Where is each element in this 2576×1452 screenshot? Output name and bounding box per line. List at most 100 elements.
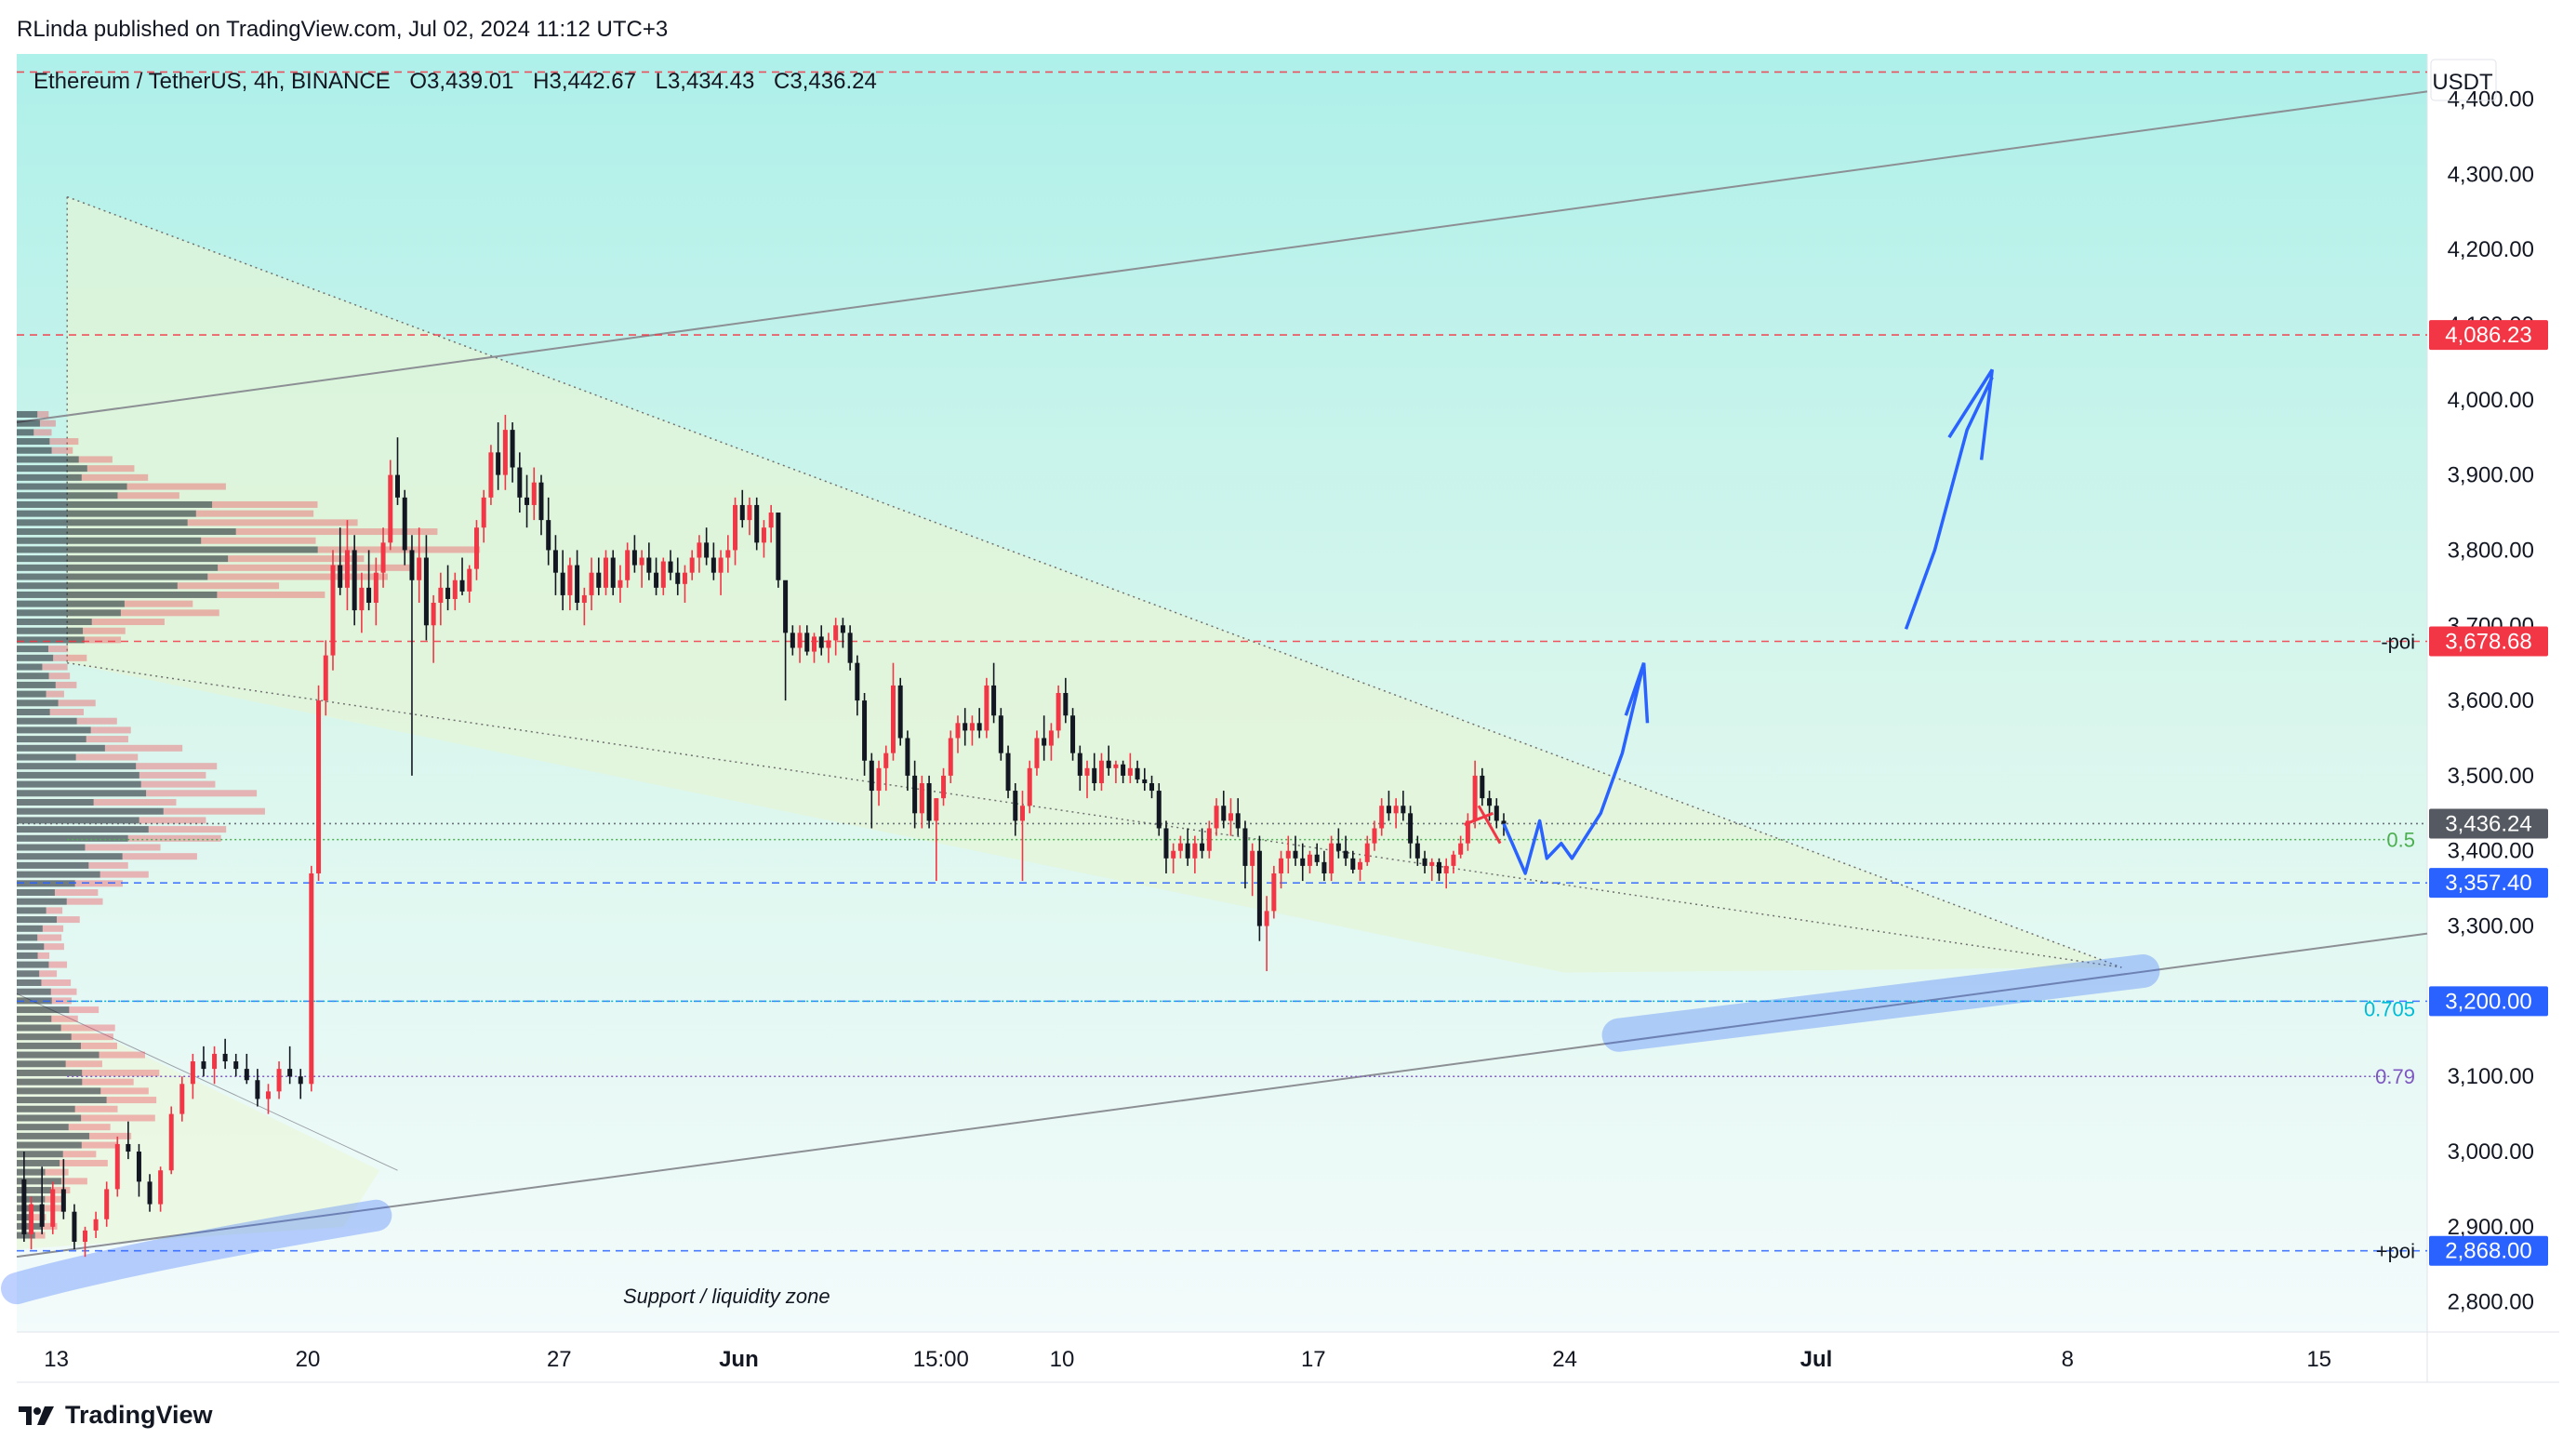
candle-body (233, 1061, 239, 1070)
candle (1070, 708, 1076, 761)
candle (654, 557, 659, 595)
candle (445, 565, 451, 611)
candle-body (984, 685, 989, 731)
candle (1393, 798, 1399, 829)
price-tick-label: 4,400.00 (2448, 87, 2534, 112)
candle-body (438, 587, 444, 604)
volume-profile-bar (17, 1087, 101, 1095)
volume-profile-bar (58, 699, 96, 707)
candle (926, 775, 932, 829)
volume-profile-bar (136, 763, 218, 770)
volume-profile-bar (33, 1214, 46, 1221)
candle (675, 557, 681, 595)
volume-profile-bar (51, 446, 73, 454)
candle (201, 1046, 206, 1077)
candle (212, 1046, 218, 1085)
candle (136, 1143, 141, 1197)
candle (955, 715, 961, 753)
currency-button-frame (2430, 59, 2497, 101)
candle-body (1401, 806, 1406, 814)
candle-body (517, 467, 523, 498)
candle-body (467, 568, 472, 592)
candle (1386, 791, 1391, 821)
candle-body (338, 565, 343, 588)
candle (890, 662, 896, 761)
candle-body (1321, 861, 1327, 873)
candle (1307, 850, 1312, 873)
candle (725, 535, 731, 573)
candle (1034, 730, 1040, 776)
volume-profile-bar (81, 1114, 155, 1122)
volume-profile-bar (17, 744, 105, 752)
forecast-arrowhead-2 (1947, 368, 1994, 460)
breakout-mark (1477, 805, 1502, 845)
volume-profile-bar (65, 1060, 102, 1068)
price-tick-label: 3,600.00 (2448, 688, 2534, 713)
candle (855, 655, 860, 716)
candle-body (323, 655, 328, 701)
volume-profile-bar (122, 853, 197, 860)
volume-profile-bar (17, 717, 77, 725)
candle (467, 565, 472, 604)
candle-body (276, 1069, 282, 1092)
candle-body (818, 636, 824, 648)
candle-body (991, 685, 997, 716)
candle (1358, 858, 1363, 882)
volume-profile-bar (201, 537, 316, 544)
candle (1177, 835, 1183, 859)
candle (897, 677, 903, 746)
candle (905, 730, 910, 792)
time-tick-label: 20 (296, 1347, 321, 1372)
candlestick-series (21, 414, 1507, 1258)
candle-body (689, 557, 695, 573)
price-tick-label: 3,800.00 (2448, 538, 2534, 563)
candle-body (1350, 858, 1356, 870)
volume-profile-bar (17, 465, 87, 473)
candle-body (1487, 798, 1493, 806)
volume-profile-bar (17, 1051, 100, 1059)
candle-body (1264, 911, 1269, 926)
candle-body (126, 1143, 131, 1152)
price-axis-background (2427, 54, 2559, 1332)
candle (359, 572, 365, 633)
candle-body (1494, 806, 1499, 821)
price-badge (2429, 320, 2548, 351)
volume-profile-bar (106, 1097, 157, 1104)
candle (538, 474, 544, 536)
volume-profile-bar (17, 771, 139, 779)
candle-body (409, 550, 415, 580)
price-tick-label: 2,900.00 (2448, 1215, 2534, 1240)
candle (1472, 760, 1478, 829)
candle-body (114, 1143, 120, 1190)
price-tick-label: 3,100.00 (2448, 1064, 2534, 1089)
symbol-legend[interactable]: Ethereum / TetherUS, 4h, BINANCE O3,439.… (33, 69, 890, 95)
candle (876, 760, 882, 806)
tradingview-brand[interactable]: TradingView (17, 1401, 213, 1430)
candle-body (1250, 850, 1255, 866)
volume-profile-bar (17, 970, 40, 978)
volume-profile-bar (17, 753, 76, 761)
volume-profile-bar (17, 1141, 82, 1149)
volume-profile-bar (139, 771, 206, 779)
candle (948, 730, 953, 783)
candle (1300, 843, 1306, 882)
candle (733, 497, 738, 566)
volume-profile-bar (17, 429, 34, 436)
candle (1465, 813, 1470, 851)
volume-profile-bar (17, 564, 219, 571)
candle (790, 625, 795, 656)
candle-body (897, 685, 903, 739)
volume-profile-bar (45, 1168, 69, 1176)
legend-symbol[interactable]: Ethereum / TetherUS, 4h, BINANCE (33, 69, 391, 94)
candle-body (604, 557, 609, 588)
candle (459, 557, 465, 595)
candle-body (1242, 828, 1248, 866)
candle-body (1256, 850, 1262, 926)
candle (869, 753, 874, 829)
candle-body (1042, 738, 1047, 746)
candle-body (1084, 767, 1090, 776)
candle-body (754, 504, 760, 543)
candle (488, 445, 494, 505)
